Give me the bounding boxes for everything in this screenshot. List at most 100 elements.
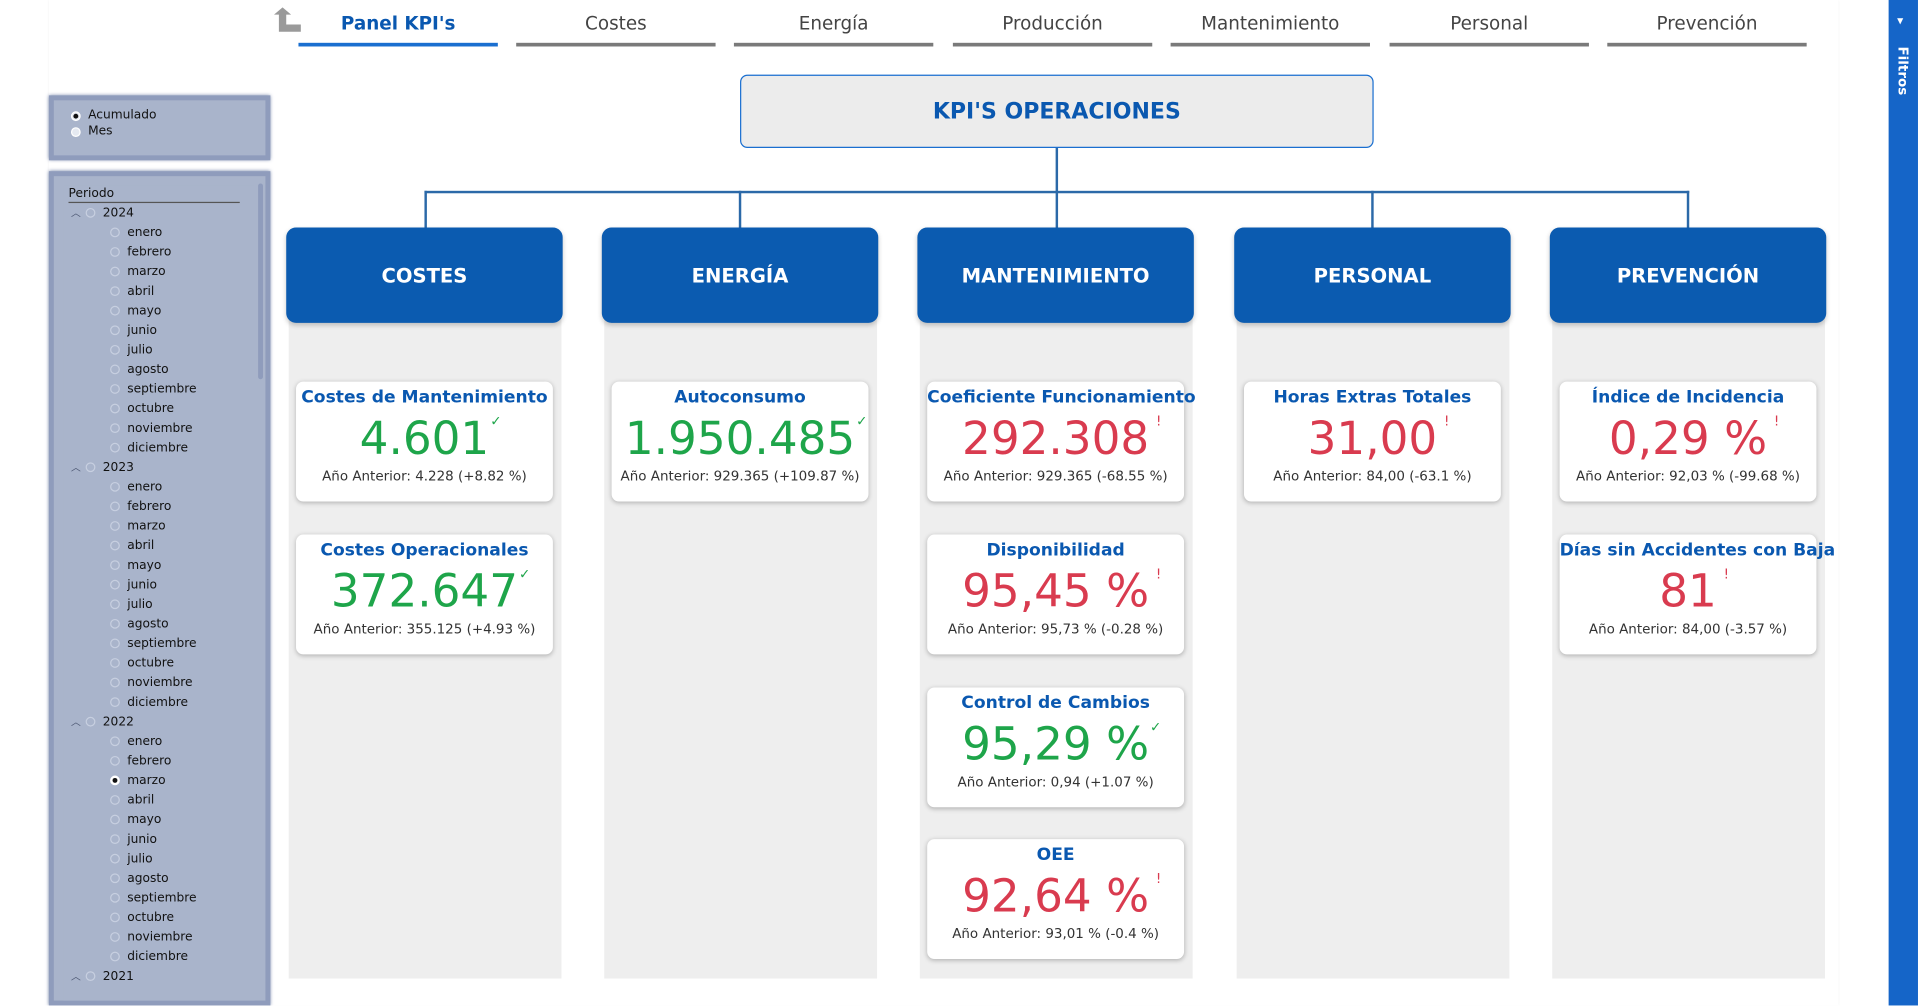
checkbox[interactable] <box>110 892 120 903</box>
slicer-month-item[interactable]: diciembre <box>110 438 254 458</box>
slicer-month-item[interactable]: febrero <box>110 497 254 517</box>
kpi-card[interactable]: Costes de Mantenimiento 4.601 ✓ Año Anterio… <box>296 381 553 502</box>
slicer-month-item[interactable]: enero <box>110 223 254 243</box>
radio-mes[interactable]: Mes <box>70 124 265 140</box>
checkbox[interactable] <box>110 521 120 531</box>
kpi-card[interactable]: Días sin Accidentes con Baja 81! Año Anter… <box>1559 534 1835 655</box>
slicer-month-item[interactable]: diciembre <box>110 692 254 712</box>
slicer-month-item[interactable]: octubre <box>110 908 254 928</box>
checkbox[interactable] <box>110 834 120 845</box>
checkbox[interactable] <box>110 540 120 551</box>
radio-acumulado[interactable]: Acumulado <box>70 108 265 124</box>
tab-energia[interactable]: Energía <box>733 0 934 47</box>
kpi-card[interactable]: Índice de Incidencia 0,29 %! Año Anterior:… <box>1559 381 1817 502</box>
checkbox[interactable] <box>110 442 120 453</box>
checkbox[interactable] <box>110 364 120 375</box>
checkbox[interactable] <box>110 853 120 864</box>
checkbox[interactable] <box>110 795 120 805</box>
slicer-month-item[interactable]: enero <box>110 477 254 497</box>
checkbox[interactable] <box>110 638 120 649</box>
slicer-month-item[interactable]: septiembre <box>110 379 254 399</box>
slicer-month-item[interactable]: febrero <box>110 242 254 262</box>
checkbox[interactable] <box>110 423 120 434</box>
checkbox[interactable] <box>110 501 120 512</box>
category-header[interactable]: PERSONAL <box>1234 227 1511 323</box>
chevron-up-icon[interactable]: ︿ <box>70 461 81 473</box>
slicer-year-2022[interactable]: ︿ 2022 <box>64 712 255 732</box>
checkbox[interactable] <box>110 951 120 962</box>
kpi-card[interactable]: Control de Cambios 95,29 % ✓ Año Anterior: … <box>927 687 1185 808</box>
slicer-year-2024[interactable]: ︿ 2024 <box>64 203 255 223</box>
chevron-up-icon[interactable]: ︿ <box>70 970 81 982</box>
checkbox[interactable] <box>110 247 120 257</box>
slicer-month-item[interactable]: junio <box>110 829 254 849</box>
tab-panel-kpis[interactable]: Panel KPI's <box>298 0 498 47</box>
slicer-month-item[interactable]: octubre <box>110 399 254 419</box>
kpi-card[interactable]: Coeficiente Funcionamiento 292.308! Año An… <box>927 381 1196 502</box>
slicer-month-item[interactable]: julio <box>110 594 254 614</box>
slicer-month-item[interactable]: mayo <box>110 810 254 830</box>
slicer-month-item[interactable]: octubre <box>110 653 254 673</box>
checkbox[interactable] <box>110 266 120 277</box>
checkbox[interactable] <box>110 403 120 414</box>
checkbox[interactable] <box>110 599 120 610</box>
checkbox[interactable] <box>110 579 120 590</box>
slicer-month-item[interactable]: mayo <box>110 301 254 321</box>
slicer-month-item[interactable]: febrero <box>110 751 254 771</box>
checkbox[interactable] <box>85 462 96 473</box>
checkbox[interactable] <box>110 736 120 747</box>
slicer-month-item[interactable]: agosto <box>110 868 254 888</box>
slicer-month-item[interactable]: abril <box>110 281 254 301</box>
category-header[interactable]: MANTENIMIENTO <box>917 227 1194 323</box>
category-header[interactable]: COSTES <box>286 227 563 323</box>
slicer-month-item[interactable]: junio <box>110 575 254 595</box>
checkbox[interactable] <box>110 325 120 336</box>
tab-produccion[interactable]: Producción <box>952 0 1153 47</box>
tab-personal[interactable]: Personal <box>1389 0 1589 47</box>
checkbox[interactable] <box>110 384 120 394</box>
chevron-up-icon[interactable]: ︿ <box>70 716 81 728</box>
chevron-up-icon[interactable]: ︿ <box>70 207 81 219</box>
slicer-month-item[interactable]: agosto <box>110 614 254 634</box>
filters-pane-toggle[interactable]: ▾ Filtros <box>1888 0 1918 1006</box>
checkbox[interactable] <box>110 873 120 884</box>
radio-dot[interactable] <box>70 110 81 121</box>
checkbox[interactable] <box>110 560 120 571</box>
checkbox[interactable] <box>110 305 120 316</box>
checkbox[interactable] <box>110 227 120 238</box>
checkbox[interactable] <box>85 207 96 218</box>
checkbox[interactable] <box>110 286 120 297</box>
checkbox[interactable] <box>110 658 120 668</box>
slicer-month-item[interactable]: agosto <box>110 360 254 380</box>
kpi-card[interactable]: Horas Extras Totales 31,00! Año Anterior: … <box>1243 381 1501 502</box>
slicer-month-item[interactable]: enero <box>110 731 254 751</box>
kpi-card[interactable]: OEE 92,64 %! Año Anterior: 93,01 % (-0.4 %… <box>927 839 1185 959</box>
slicer-month-item[interactable]: mayo <box>110 555 254 575</box>
checkbox[interactable] <box>110 677 120 688</box>
kpi-card[interactable]: Disponibilidad 95,45 %! Año Anterior: 95,7… <box>927 534 1185 655</box>
slicer-month-item[interactable]: abril <box>110 536 254 556</box>
tab-costes[interactable]: Costes <box>516 0 716 47</box>
category-header[interactable]: PREVENCIÓN <box>1549 227 1827 323</box>
tab-prevencion[interactable]: Prevención <box>1607 0 1807 47</box>
slicer-month-item[interactable]: septiembre <box>110 888 254 908</box>
slicer-month-item[interactable]: noviembre <box>110 927 254 947</box>
radio-dot[interactable] <box>70 126 81 137</box>
checkbox[interactable] <box>110 814 120 825</box>
checkbox[interactable] <box>85 971 96 982</box>
slicer-month-item[interactable]: abril <box>110 790 254 810</box>
slicer-month-item[interactable]: marzo <box>110 262 254 282</box>
checkbox[interactable] <box>110 618 120 629</box>
slicer-month-item[interactable]: noviembre <box>110 673 254 693</box>
slicer-year-2023[interactable]: ︿ 2023 <box>64 457 255 477</box>
slicer-month-item[interactable]: marzo <box>110 771 254 791</box>
tab-mantenimiento[interactable]: Mantenimiento <box>1170 0 1370 47</box>
slicer-year-2021[interactable]: ︿ 2021 <box>64 966 255 986</box>
slicer-month-item[interactable]: septiembre <box>110 634 254 654</box>
kpi-card[interactable]: Costes Operacionales 372.647 ✓ Año Anterior… <box>296 534 553 655</box>
kpi-card[interactable]: Autoconsumo 1.950.485 ✓ Año Anterior: 929.3… <box>611 381 869 502</box>
checkbox[interactable] <box>110 344 120 355</box>
slicer-month-item[interactable]: diciembre <box>110 947 254 967</box>
checkbox[interactable] <box>110 932 120 942</box>
slicer-scrollbar[interactable] <box>258 183 263 380</box>
